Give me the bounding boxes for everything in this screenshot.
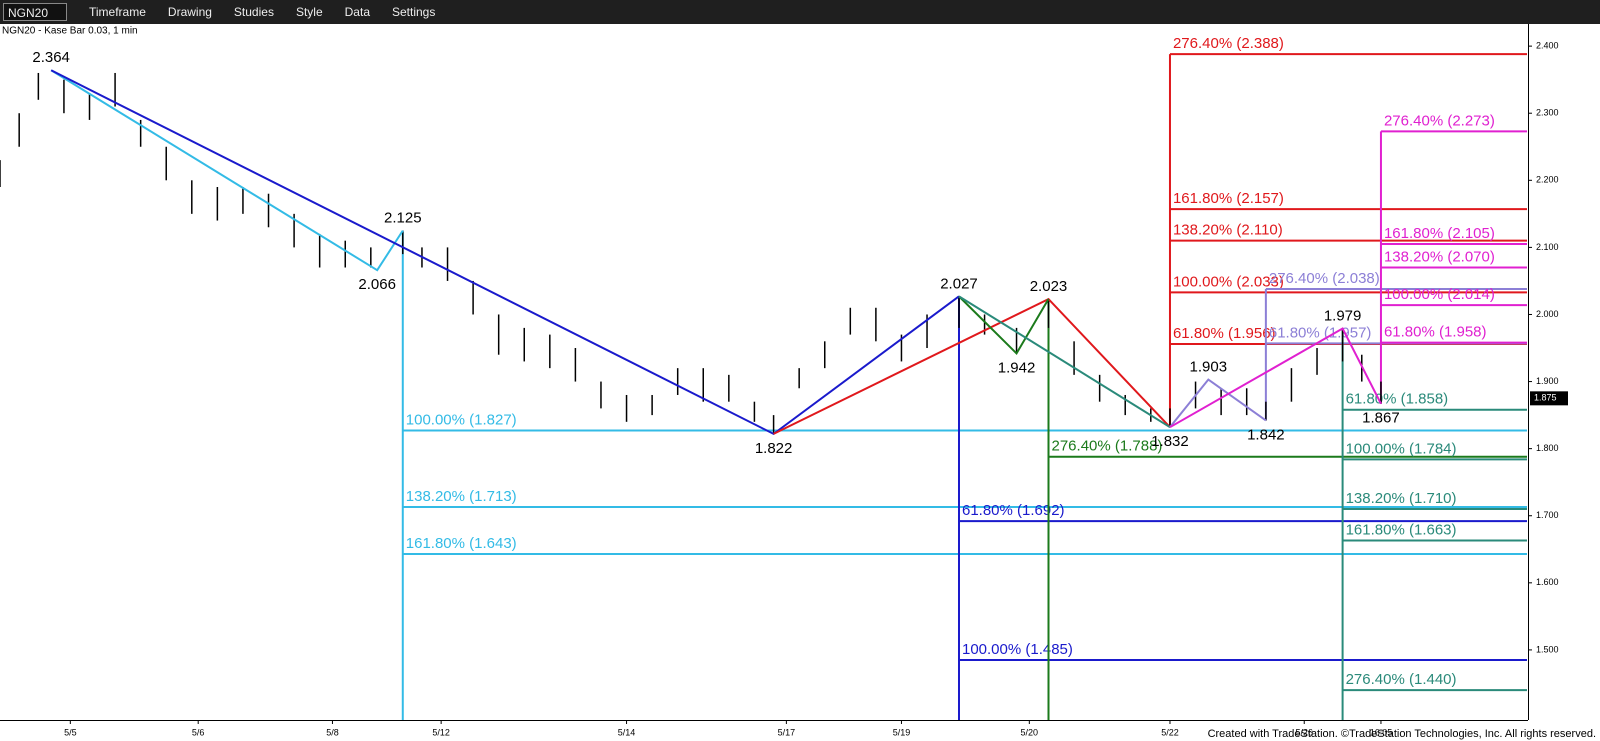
swing-label: 1.979 — [1324, 308, 1362, 325]
swing-label: 2.023 — [1030, 278, 1068, 295]
fib-level-label: 161.80% (2.157) — [1173, 190, 1284, 207]
y-tick-label: 2.100 — [1536, 242, 1559, 252]
fib-level-label: 276.40% (2.038) — [1269, 270, 1380, 287]
swing-line — [773, 297, 1171, 435]
swing-line — [1169, 327, 1382, 429]
x-tick-label: 5/6 — [192, 727, 205, 737]
x-tick-label: 5/12 — [432, 727, 450, 737]
swing-label: 2.125 — [384, 210, 422, 227]
y-tick-label: 1.700 — [1536, 510, 1559, 520]
toolbar-menu[interactable]: Settings — [392, 5, 436, 19]
fib-level-label: 100.00% (1.827) — [406, 412, 517, 429]
fib-level-label: 138.20% (1.713) — [406, 488, 517, 505]
fib-level-label: 100.00% (1.784) — [1346, 440, 1457, 457]
last-price-box — [1530, 391, 1568, 406]
swing-label: 1.842 — [1247, 426, 1285, 443]
fib-level-label: 61.80% (1.692) — [962, 502, 1065, 519]
toolbar-menu[interactable]: Studies — [233, 5, 274, 19]
fib-level-label: 100.00% (1.485) — [962, 641, 1073, 658]
y-tick-label: 2.400 — [1536, 41, 1559, 51]
symbol-box[interactable]: NGN20 — [3, 3, 67, 21]
swing-line — [1169, 378, 1267, 428]
toolbar-menu[interactable]: Timeframe — [89, 5, 146, 19]
toolbar-menu[interactable]: Style — [295, 5, 323, 19]
x-tick-label: 5/26 — [1295, 727, 1313, 737]
fib-level-label: 276.40% (1.440) — [1346, 671, 1457, 688]
x-tick-label: 5/20 — [1021, 727, 1039, 737]
x-tick-label: 5/19 — [893, 727, 911, 737]
x-tick-label: 5/5 — [64, 727, 77, 737]
x-tick-label: 5/8 — [326, 727, 339, 737]
fib-level-label: 161.80% (1.663) — [1346, 522, 1457, 539]
fib-level-label: 61.80% (1.858) — [1346, 391, 1449, 408]
swing-label: 1.832 — [1151, 433, 1189, 450]
fib-level-label: 276.40% (2.273) — [1384, 112, 1495, 129]
y-tick-label: 1.600 — [1536, 577, 1559, 587]
toolbar: NGN20 Timeframe Drawing Studies Style Data Se… — [0, 0, 1600, 24]
fib-level-label: 161.80% (1.643) — [406, 535, 517, 552]
last-price-label: 1.875 — [1534, 393, 1557, 403]
swing-line — [50, 69, 960, 436]
x-tick-label: 16:05 — [1370, 727, 1393, 737]
swing-label: 1.867 — [1362, 410, 1400, 427]
fib-level-label: 61.80% (1.957) — [1269, 324, 1372, 341]
fib-level-label: 100.00% (2.014) — [1384, 286, 1495, 303]
y-tick-label: 2.200 — [1536, 175, 1559, 185]
footer: Created with TradeStation. ©TradeStation… — [1208, 728, 1596, 740]
chart-title: NGN20 - Kase Bar 0.03, 1 min — [2, 26, 138, 37]
y-tick-label: 2.000 — [1536, 309, 1559, 319]
y-tick-label: 2.300 — [1536, 108, 1559, 118]
swing-label: 2.364 — [32, 49, 70, 66]
swing-label: 1.942 — [998, 359, 1036, 376]
toolbar-menu[interactable]: Drawing — [167, 5, 212, 19]
swing-line — [958, 295, 1171, 429]
swing-label: 2.027 — [940, 275, 978, 292]
fib-level-label: 138.20% (2.070) — [1384, 248, 1495, 265]
swing-label: 1.903 — [1190, 359, 1228, 376]
swing-line — [958, 295, 1050, 356]
y-tick-label: 1.800 — [1536, 443, 1559, 453]
fib-level-label: 100.00% (2.033) — [1173, 273, 1284, 290]
fib-level-label: 276.40% (2.388) — [1173, 35, 1284, 52]
x-tick-label: 5/14 — [618, 727, 636, 737]
toolbar-menu[interactable]: Data — [344, 5, 370, 19]
time-axis-line — [0, 720, 1528, 721]
fib-level-label: 138.20% (2.110) — [1173, 222, 1283, 239]
fib-level-label: 61.80% (1.956) — [1173, 325, 1276, 342]
x-tick-label: 5/17 — [778, 727, 796, 737]
fib-level-label: 276.40% (1.788) — [1052, 438, 1163, 455]
fib-level-label: 161.80% (2.105) — [1384, 225, 1495, 242]
y-tick-label: 1.500 — [1536, 644, 1559, 654]
fib-level-label: 138.20% (1.710) — [1346, 490, 1457, 507]
fib-level-label: 61.80% (1.958) — [1384, 324, 1487, 341]
swing-label: 2.066 — [358, 276, 396, 293]
y-tick-label: 1.900 — [1536, 376, 1559, 386]
swing-label: 1.822 — [755, 440, 793, 457]
swing-line — [50, 69, 404, 272]
x-tick-label: 5/22 — [1161, 727, 1179, 737]
price-axis-line — [1528, 24, 1529, 720]
